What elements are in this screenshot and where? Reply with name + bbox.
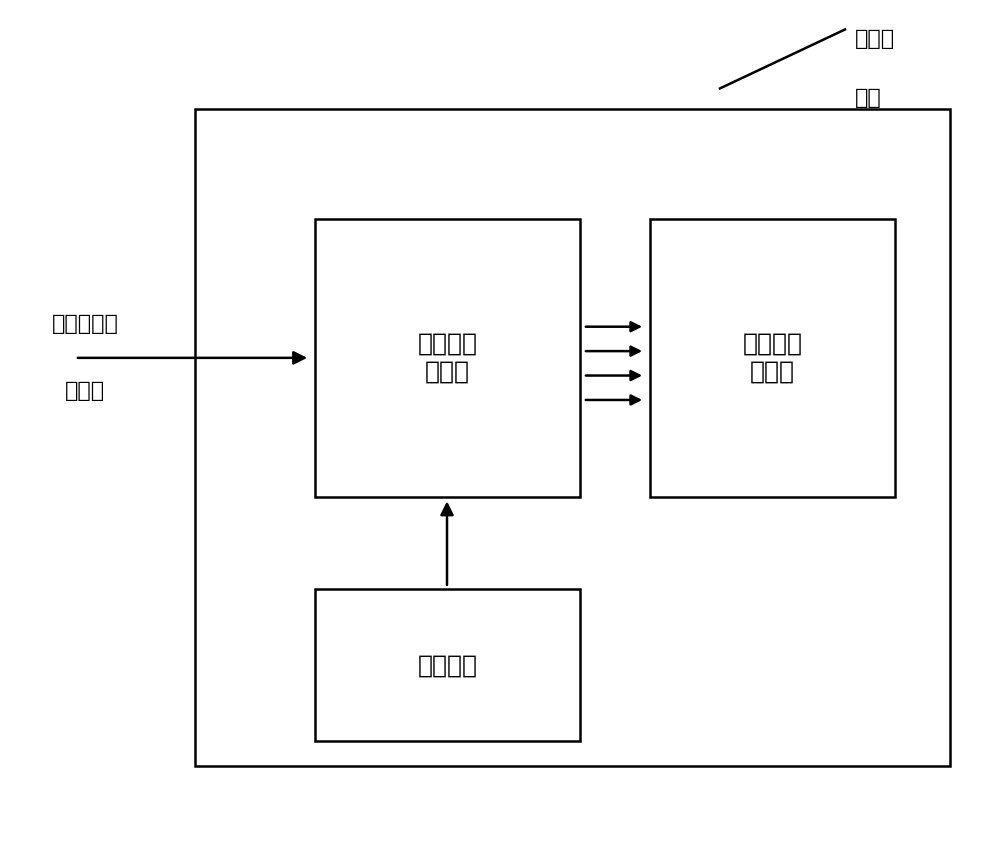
Bar xyxy=(315,589,580,741)
Text: 模块: 模块 xyxy=(855,88,882,109)
Text: 数字信号
处理器: 数字信号 处理器 xyxy=(742,332,802,384)
Bar xyxy=(650,219,895,497)
Text: 集成相干
接收机: 集成相干 接收机 xyxy=(418,332,478,384)
Text: 相干光: 相干光 xyxy=(855,29,895,50)
Text: 接收端输入: 接收端输入 xyxy=(52,314,118,334)
Bar xyxy=(315,219,580,497)
Text: 光信号: 光信号 xyxy=(65,381,105,402)
Text: 本振光源: 本振光源 xyxy=(418,653,478,677)
Bar xyxy=(195,109,950,766)
